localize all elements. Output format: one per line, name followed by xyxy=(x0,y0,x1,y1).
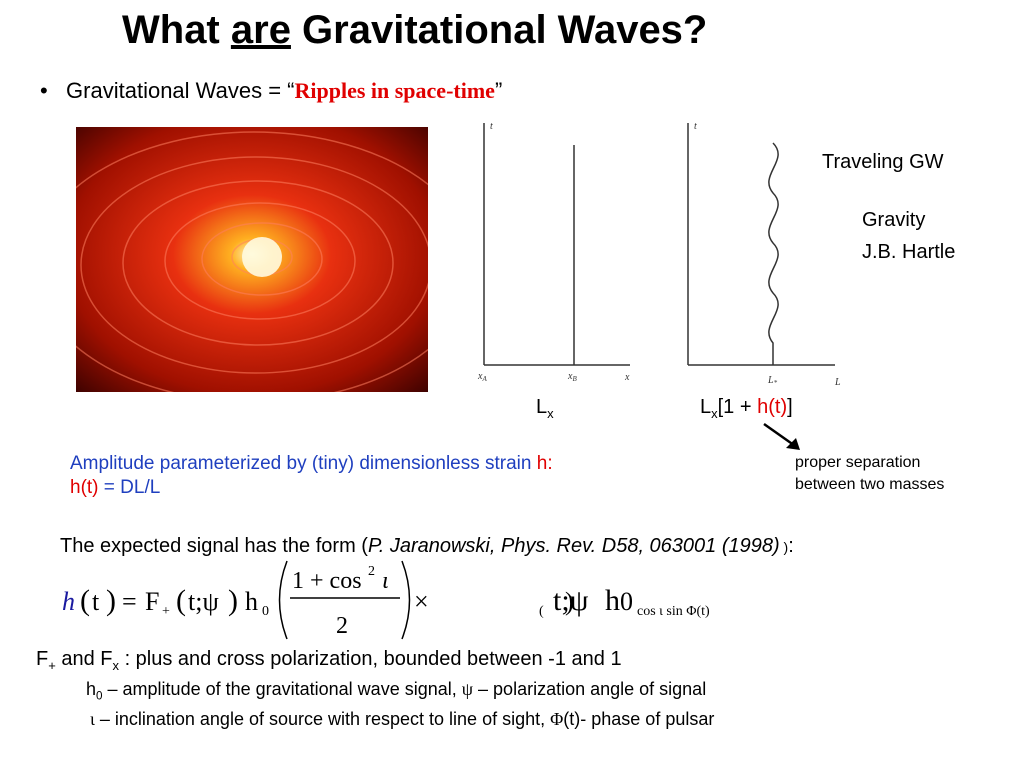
caption-h: h(t) xyxy=(757,396,788,418)
formula-token: × xyxy=(414,587,429,616)
formula-token: 1 + cos xyxy=(292,568,362,594)
definition: ι – inclination angle of source with res… xyxy=(90,709,714,730)
formula-token: 2 xyxy=(368,564,375,579)
def-text: h xyxy=(86,679,97,699)
title-text: What xyxy=(122,8,231,52)
arrow xyxy=(763,422,800,450)
formula-token: h xyxy=(62,587,75,616)
formula-token: t;ψ xyxy=(553,584,589,617)
amplitude-ht: h(t) xyxy=(70,477,99,498)
def-text: : plus and cross polarization, bounded b… xyxy=(119,648,622,670)
caption-left: Lx xyxy=(536,396,554,421)
caption-sub: x xyxy=(711,406,718,421)
signal-cite: P. Jaranowski, Phys. Rev. D58, 063001 (1… xyxy=(367,535,780,557)
def-sub: x xyxy=(112,658,120,673)
formula-token: ) xyxy=(565,587,574,616)
def-sub: + xyxy=(48,658,56,673)
axis-label: xA xyxy=(477,371,487,383)
label-part: L xyxy=(767,375,774,386)
signal-text: : xyxy=(788,535,794,557)
amplitude-eq: = DL/L xyxy=(98,477,161,498)
def-symbol: ι xyxy=(90,709,95,729)
def-text: (t)- phase of pulsar xyxy=(563,709,715,729)
formula-token: 2 xyxy=(336,613,348,639)
def-sub: 0 xyxy=(96,689,103,703)
formula-token: 0 xyxy=(620,587,633,616)
axis-label: L xyxy=(834,377,841,388)
caption-right: Lx[1 + h(t)] xyxy=(700,396,793,421)
reference-line: Traveling GW xyxy=(822,151,944,173)
caption-sub: x xyxy=(547,406,554,421)
axis-label: xB xyxy=(567,371,577,383)
formula-token: + xyxy=(162,604,170,619)
note-line: between two masses xyxy=(795,476,945,493)
label-part: x xyxy=(567,371,573,382)
axis-label: x xyxy=(624,372,630,383)
def-text: F xyxy=(36,648,49,670)
title: What are Gravitational Waves? xyxy=(122,8,707,53)
formula-token: h xyxy=(245,587,258,616)
amplitude: Amplitude parameterized by (tiny) dimens… xyxy=(70,452,553,500)
axis-label: t xyxy=(694,121,697,132)
wave-image xyxy=(76,127,428,392)
formula-token: ( xyxy=(80,584,90,617)
reference: Traveling GW Gravity J.B. Hartle xyxy=(822,146,955,268)
formula-token: ( xyxy=(176,584,186,617)
signal-text: The expected signal has the form ( xyxy=(60,535,368,557)
formula-token: ) xyxy=(106,584,116,617)
note-line: proper separation xyxy=(795,454,921,471)
axis-label: t xyxy=(490,121,493,132)
formula-token: = xyxy=(122,587,137,616)
label-sub: B xyxy=(572,375,577,383)
label-part: x xyxy=(477,371,483,382)
formula-token: cos ι sin Φ(t) xyxy=(637,604,710,619)
bullet-highlight: Ripples in space-time xyxy=(294,78,495,103)
formula-token: ι xyxy=(382,568,389,594)
bullet-text: Gravitational Waves = “ xyxy=(66,78,295,103)
caption-text: L xyxy=(700,396,712,418)
caption-text: ] xyxy=(787,396,793,418)
def-symbol: ψ xyxy=(461,679,474,699)
def-text: and F xyxy=(55,648,113,670)
caption-text: L xyxy=(536,396,548,418)
axis-label: L* xyxy=(767,375,778,387)
signal-text: ) xyxy=(779,539,789,555)
bullet-text: ” xyxy=(494,78,503,103)
formula-token: t xyxy=(92,587,100,616)
amplitude-h: h: xyxy=(536,453,553,474)
formula-token: ( xyxy=(539,604,544,619)
bullet: • Gravitational Waves = “Ripples in spac… xyxy=(40,78,503,103)
signal: The expected signal has the form (P. Jar… xyxy=(60,535,794,558)
formula-token: t;ψ xyxy=(188,587,219,616)
label-sub: * xyxy=(774,379,778,387)
spacetime-diagrams: t x xA xB t L L* xyxy=(477,121,841,388)
def-text: – inclination angle of source with respe… xyxy=(94,709,551,729)
title-text: Gravitational Waves? xyxy=(290,8,708,52)
def-text: – polarization angle of signal xyxy=(473,679,707,699)
note: proper separation between two masses xyxy=(795,452,944,496)
definition: h0 – amplitude of the gravitational wave… xyxy=(86,679,706,703)
amplitude-text: Amplitude parameterized by (tiny) dimens… xyxy=(70,453,537,474)
label-sub: A xyxy=(481,375,487,383)
reference-line: Gravity xyxy=(862,209,926,231)
title-em: are xyxy=(230,8,291,52)
def-text: – amplitude of the gravitational wave si… xyxy=(102,679,462,699)
reference-line: J.B. Hartle xyxy=(862,241,956,263)
definition: F+ and Fx : plus and cross polarization,… xyxy=(36,648,622,673)
formula-token: 0 xyxy=(262,604,269,619)
formula: h(t) = F +(t;ψ) h 01 + cos 2 ι2×(t;ψ) h 0 cos ι si… xyxy=(62,560,710,640)
formula-token: h xyxy=(605,584,620,617)
formula-token: ) xyxy=(228,584,238,617)
def-symbol: Φ xyxy=(550,709,564,729)
formula-token: F xyxy=(145,587,159,616)
caption-text: [1 + xyxy=(717,396,758,418)
